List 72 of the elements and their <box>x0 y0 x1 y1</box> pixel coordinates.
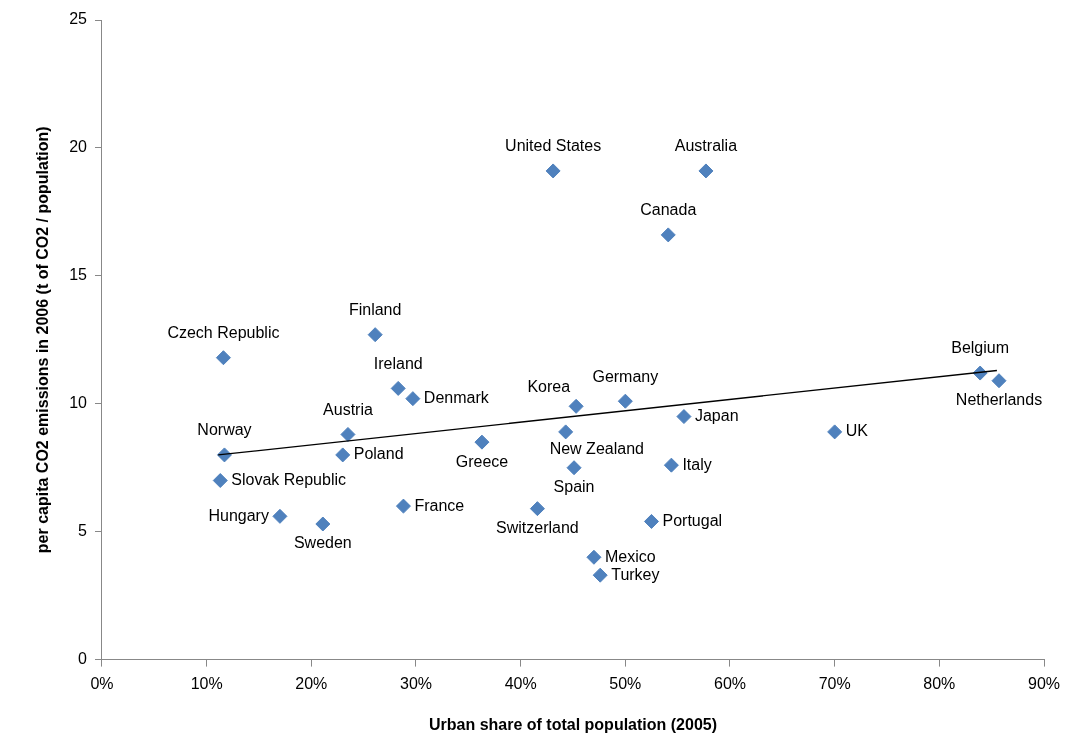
point <box>367 327 383 343</box>
x-tick-label: 90% <box>1027 674 1061 692</box>
point <box>340 426 356 442</box>
point <box>827 424 843 440</box>
point <box>315 516 331 532</box>
x-tick-label: 30% <box>399 674 433 692</box>
point <box>405 391 421 407</box>
annotation: France <box>414 496 465 514</box>
y-tick-label: 5 <box>78 522 88 540</box>
annotation: Australia <box>674 137 738 155</box>
x-tick-label: 50% <box>609 674 642 692</box>
x-tick-label: 80% <box>923 674 956 692</box>
point <box>558 424 574 440</box>
annotation: Poland <box>353 445 404 463</box>
annotation: Hungary <box>208 506 269 524</box>
annotation: Ireland <box>373 354 423 372</box>
annotation: Norway <box>197 421 252 439</box>
annotation: New Zealand <box>549 440 644 458</box>
x-tick-label: 20% <box>295 674 328 692</box>
point <box>212 473 228 489</box>
point <box>644 513 659 529</box>
point <box>395 498 411 514</box>
y-tick-label: 0 <box>78 650 88 668</box>
x-tick-label: 10% <box>190 674 223 692</box>
point <box>335 447 351 463</box>
annotation: Korea <box>527 377 571 395</box>
point <box>390 380 406 396</box>
annotation: Japan <box>694 406 739 424</box>
y-tick-label: 20 <box>69 138 88 156</box>
point <box>586 549 602 565</box>
x-tick-label: 70% <box>818 674 851 692</box>
x-tick-label: 40% <box>504 674 537 692</box>
annotation: Turkey <box>611 565 660 583</box>
x-axis-title: Urban share of total population (2005) <box>428 715 718 733</box>
point <box>545 163 561 179</box>
x-tick-label: 60% <box>713 674 747 692</box>
point <box>272 508 288 524</box>
point <box>676 409 692 425</box>
point <box>991 373 1007 389</box>
annotation: Slovak Republic <box>231 470 346 488</box>
point <box>592 567 608 583</box>
y-tick-label: 10 <box>69 394 88 412</box>
annotation: Italy <box>682 455 712 473</box>
annotation: Netherlands <box>955 391 1043 409</box>
annotation: Mexico <box>604 547 656 565</box>
x-tick-label: 0% <box>90 674 114 692</box>
point <box>215 350 231 366</box>
point <box>529 501 545 517</box>
annotation: Germany <box>592 367 659 385</box>
annotation: United States <box>505 137 602 155</box>
y-axis-title: per capita CO2 emissions in 2006 (t of CO2 / population) <box>34 126 52 554</box>
point <box>617 393 633 409</box>
annotation: Greece <box>455 452 509 470</box>
point <box>568 398 584 414</box>
point <box>698 163 714 179</box>
annotation: Spain <box>553 478 595 496</box>
point <box>663 457 679 473</box>
annotation: Belgium <box>951 339 1010 357</box>
annotation: Canada <box>640 201 697 219</box>
annotation: Denmark <box>423 389 490 407</box>
annotation: Portugal <box>662 511 723 529</box>
annotation: Switzerland <box>496 519 579 537</box>
point <box>660 227 676 243</box>
y-tick-label: 15 <box>69 266 88 284</box>
y-tick-label: 25 <box>69 10 88 28</box>
annotation: Austria <box>323 400 373 418</box>
point <box>566 460 582 476</box>
annotation: Sweden <box>293 534 352 552</box>
annotation: UK <box>845 422 869 440</box>
annotation: Czech Republic <box>167 324 280 342</box>
annotation: Finland <box>348 301 402 319</box>
point <box>474 434 490 450</box>
